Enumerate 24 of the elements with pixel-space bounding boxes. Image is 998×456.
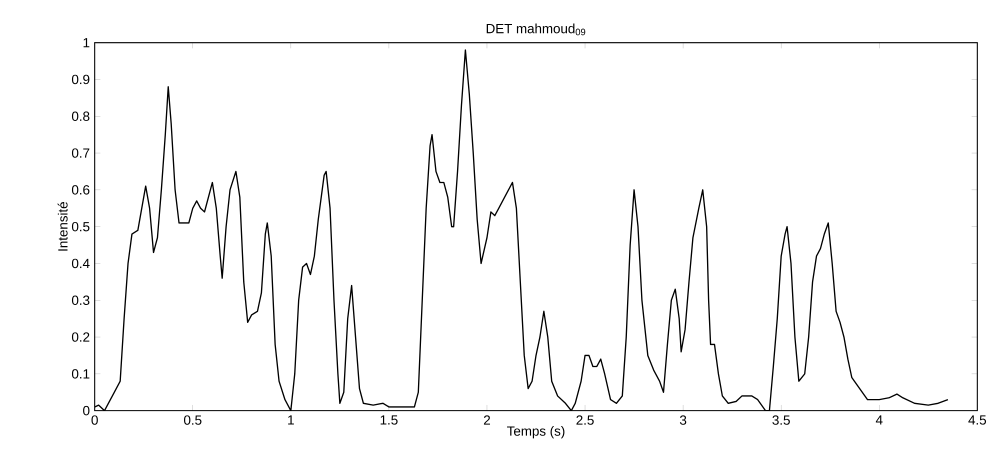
chart-title: DET mahmoud$_{09}$: [486, 24, 586, 36]
y-tick-label: 0.2: [72, 332, 90, 342]
y-tick-label: 0.4: [72, 258, 90, 268]
y-tick-label: 0.3: [72, 296, 90, 305]
y-tick-label: 0.1: [72, 369, 90, 379]
x-tick-label: 1.5: [380, 415, 398, 425]
y-tick-label: 0.6: [72, 185, 90, 195]
x-tick-label: 1: [288, 415, 294, 425]
x-tick-label: 0.5: [184, 415, 202, 425]
x-tick-label: 2.5: [576, 415, 594, 425]
y-axis-title: Intensité: [58, 202, 68, 251]
x-tick-label: 3.5: [772, 415, 790, 425]
y-tick-label: 1: [84, 38, 90, 48]
x-axis-title: Temps (s): [507, 426, 564, 438]
x-tick-label: 0: [91, 415, 98, 425]
y-tick-label: 0.5: [72, 222, 90, 232]
x-tick-label: 2: [484, 415, 490, 425]
x-tick-label: 4.5: [968, 415, 986, 425]
x-tick-label: 3: [680, 415, 686, 425]
x-tick-label: 4: [876, 415, 883, 425]
y-tick-label: 0.8: [72, 112, 90, 121]
y-tick-label: 0.9: [72, 74, 90, 84]
y-tick-label: 0.7: [72, 148, 90, 158]
y-tick-label: 0: [83, 406, 90, 416]
